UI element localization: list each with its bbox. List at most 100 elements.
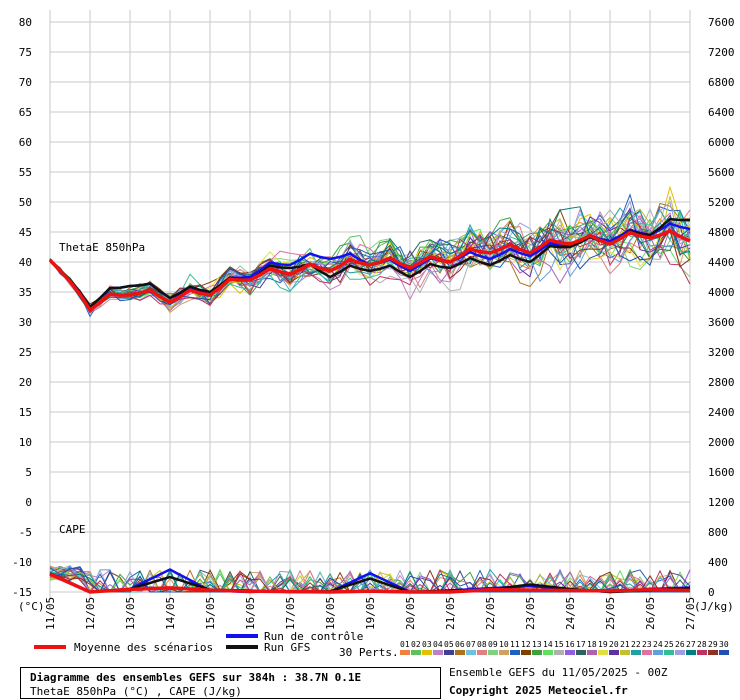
right-tick-label: 7200 <box>708 46 735 59</box>
x-date-label: 20/05 <box>404 597 417 630</box>
chart-grid <box>49 10 691 598</box>
pert-swatch <box>587 650 597 655</box>
thetae-panel-label: ThetaE 850hPa <box>59 241 145 254</box>
right-unit-label: (J/kg) <box>694 600 734 613</box>
thetae-member-line <box>49 216 691 314</box>
left-unit-label: (°C) <box>18 600 45 613</box>
info-box: Diagramme des ensembles GEFS sur 384h : … <box>20 667 441 699</box>
pert-swatch <box>543 650 553 655</box>
left-tick-label: 30 <box>19 316 32 329</box>
pert-number: 01 <box>400 640 410 649</box>
pert-number: 16 <box>565 640 575 649</box>
left-tick-label: 20 <box>19 376 32 389</box>
pert-number: 02 <box>411 640 421 649</box>
info-subtitle: ThetaE 850hPa (°C) , CAPE (J/kg) <box>30 685 242 698</box>
pert-number: 12 <box>521 640 531 649</box>
pert-swatch <box>455 650 465 655</box>
x-date-label: 22/05 <box>484 597 497 630</box>
x-date-label: 24/05 <box>564 597 577 630</box>
right-tick-label: 4400 <box>708 256 735 269</box>
left-tick-label: -5 <box>19 526 32 539</box>
legend-gfs-label: Run GFS <box>264 641 310 654</box>
pert-number: 25 <box>664 640 674 649</box>
pert-number: 24 <box>653 640 663 649</box>
pert-swatch <box>411 650 421 655</box>
right-tick-label: 3200 <box>708 346 735 359</box>
left-tick-label: 60 <box>19 136 32 149</box>
pert-swatch <box>620 650 630 655</box>
right-tick-label: 400 <box>708 556 728 569</box>
right-tick-label: 0 <box>708 586 715 599</box>
pert-swatch <box>400 650 410 655</box>
right-tick-label: 3600 <box>708 316 735 329</box>
right-tick-label: 2400 <box>708 406 735 419</box>
left-tick-label: 10 <box>19 436 32 449</box>
info-title: Diagramme des ensembles GEFS sur 384h : … <box>30 671 362 684</box>
pert-swatch <box>488 650 498 655</box>
pert-number: 30 <box>719 640 729 649</box>
pert-swatch <box>422 650 432 655</box>
pert-number: 07 <box>466 640 476 649</box>
pert-swatch <box>444 650 454 655</box>
perturbation-legend: 01 02 03 04 05 06 07 08 09 10 11 12 13 14 15 16 17 18 19 20… <box>400 640 729 655</box>
x-date-label: 15/05 <box>204 597 217 630</box>
x-date-label: 18/05 <box>324 597 337 630</box>
pert-number: 08 <box>477 640 487 649</box>
thetae-gfs-line <box>49 217 691 309</box>
ensemble-run-label: Ensemble GEFS du 11/05/2025 - 00Z <box>449 666 668 679</box>
pert-number: 22 <box>631 640 641 649</box>
x-date-label: 17/05 <box>284 597 297 630</box>
right-tick-label: 4800 <box>708 226 735 239</box>
pert-number: 13 <box>532 640 542 649</box>
pert-swatch <box>708 650 718 655</box>
pert-number: 21 <box>620 640 630 649</box>
pert-swatch <box>697 650 707 655</box>
left-tick-label: -10 <box>12 556 32 569</box>
pert-swatch <box>598 650 608 655</box>
pert-number: 11 <box>510 640 520 649</box>
pert-swatch <box>477 650 487 655</box>
left-tick-label: 25 <box>19 346 32 359</box>
x-date-label: 11/05 <box>44 597 57 630</box>
pert-swatch <box>719 650 729 655</box>
thetae-member-line <box>49 206 691 313</box>
pert-number: 20 <box>609 640 619 649</box>
right-tick-label: 6800 <box>708 76 735 89</box>
right-tick-label: 5200 <box>708 196 735 209</box>
pert-number: 27 <box>686 640 696 649</box>
left-tick-label: 80 <box>19 16 32 29</box>
pert-swatch <box>433 650 443 655</box>
left-tick-label: 70 <box>19 76 32 89</box>
right-tick-label: 5600 <box>708 166 735 179</box>
x-date-label: 26/05 <box>644 597 657 630</box>
pert-swatch <box>565 650 575 655</box>
right-tick-label: 6400 <box>708 106 735 119</box>
pert-number: 18 <box>587 640 597 649</box>
left-tick-label: 0 <box>25 496 32 509</box>
right-tick-label: 800 <box>708 526 728 539</box>
right-tick-label: 4000 <box>708 286 735 299</box>
pert-number: 14 <box>543 640 553 649</box>
x-date-label: 27/05 <box>684 597 697 630</box>
pert-swatch <box>499 650 509 655</box>
pert-number: 19 <box>598 640 608 649</box>
legend-mean-label: Moyenne des scénarios <box>74 641 213 654</box>
pert-swatch <box>521 650 531 655</box>
right-tick-label: 1200 <box>708 496 735 509</box>
left-tick-label: 35 <box>19 286 32 299</box>
pert-number: 05 <box>444 640 454 649</box>
pert-number: 23 <box>642 640 652 649</box>
cape-panel-label: CAPE <box>59 523 86 536</box>
pert-number: 26 <box>675 640 685 649</box>
left-tick-label: 50 <box>19 196 32 209</box>
left-tick-label: 5 <box>25 466 32 479</box>
cape-mean-line <box>49 572 691 594</box>
left-tick-label: 45 <box>19 226 32 239</box>
main-run-lines <box>48 217 691 594</box>
pert-swatch <box>686 650 696 655</box>
thetae-member-line <box>49 219 691 311</box>
x-date-label: 16/05 <box>244 597 257 630</box>
pert-number: 17 <box>576 640 586 649</box>
pert-number: 03 <box>422 640 432 649</box>
right-tick-label: 1600 <box>708 466 735 479</box>
